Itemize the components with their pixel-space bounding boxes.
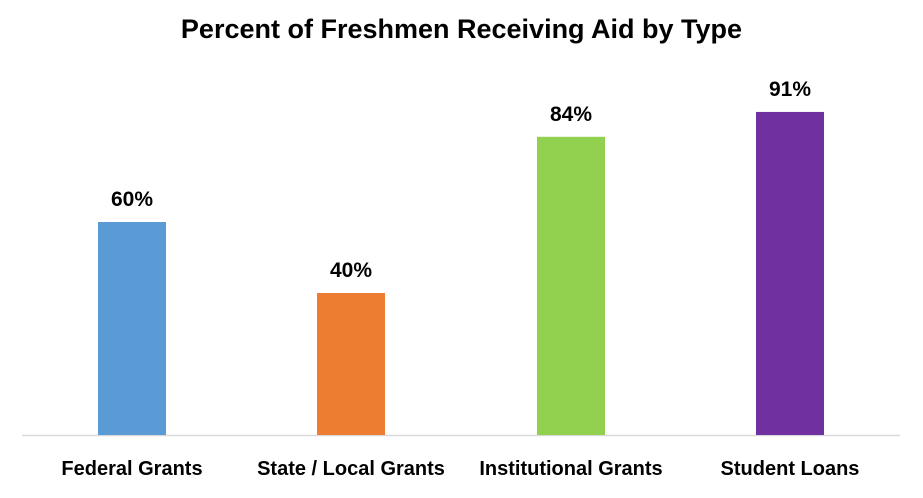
data-label: 40% [330,259,372,282]
data-label: 91% [769,78,811,101]
data-label: 84% [550,103,592,126]
data-label: 60% [111,188,153,211]
category-label: State / Local Grants [257,458,445,480]
category-label: Institutional Grants [479,458,662,480]
bar [756,111,824,435]
chart-title: Percent of Freshmen Receiving Aid by Typ… [180,14,743,44]
bar [98,222,166,435]
category-label: Student Loans [721,458,860,480]
category-label: Federal Grants [61,458,202,480]
bar [537,136,605,436]
bar [317,293,385,435]
